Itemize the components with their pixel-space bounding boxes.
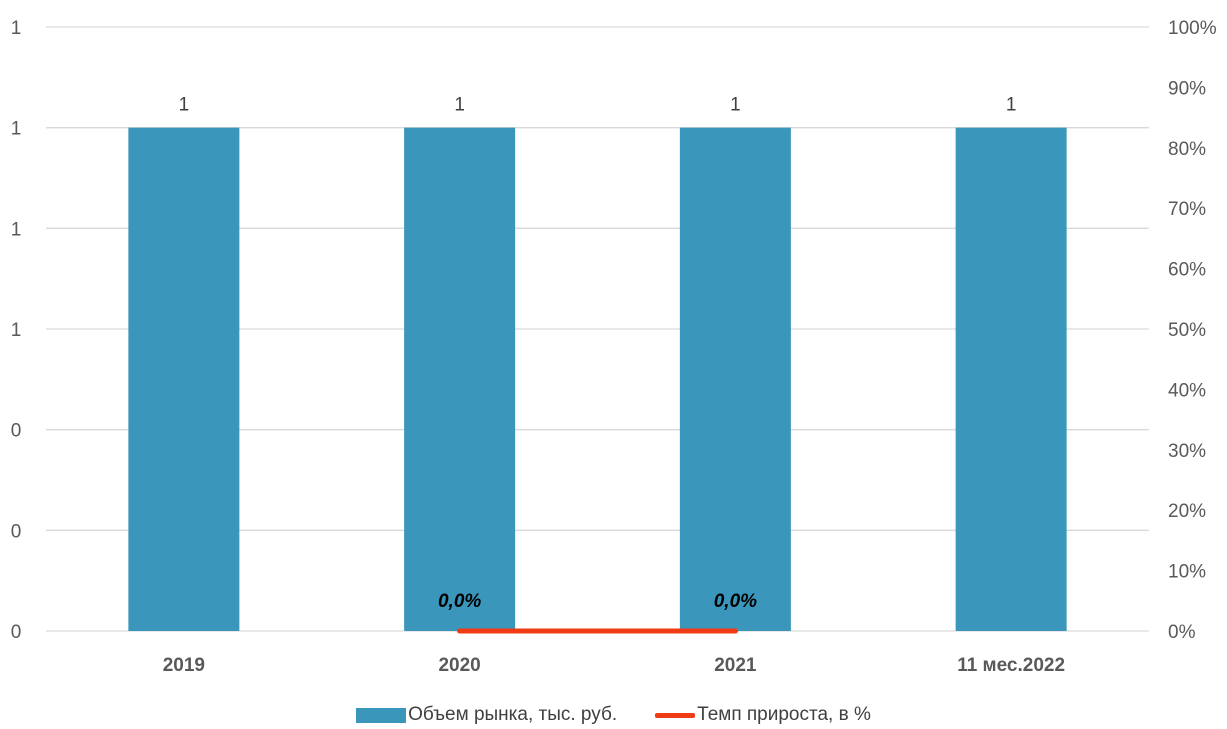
line-data-label: 0,0% [714, 591, 757, 612]
left-tick-label: 1 [11, 320, 22, 341]
bar [128, 127, 240, 632]
right-tick-label: 10% [1168, 562, 1206, 583]
legend-label-line: Темп прироста, в % [697, 704, 871, 725]
category-label: 2019 [163, 655, 205, 676]
bar [679, 127, 791, 632]
bar-data-label: 1 [454, 95, 465, 116]
right-tick-label: 0% [1168, 622, 1196, 643]
bar-data-labels: 1 1 1 1 [179, 95, 1017, 116]
line-point [457, 628, 463, 634]
legend-item-line: Темп прироста, в % [655, 704, 871, 726]
right-tick-label: 100% [1168, 18, 1217, 39]
chart: 0 0 0 1 1 1 1 0% 10% 20% 30% 40% 50% 60% 70% 80% 90% 100… [11, 18, 1217, 676]
category-label: 2021 [714, 655, 757, 676]
legend-swatch-bar [356, 707, 407, 723]
right-tick-label: 50% [1168, 320, 1206, 341]
left-tick-label: 0 [11, 521, 22, 542]
category-label: 11 мес.2022 [957, 655, 1065, 676]
right-tick-label: 60% [1168, 260, 1206, 281]
left-tick-label: 1 [11, 219, 22, 240]
legend-swatch-line [655, 712, 696, 718]
left-tick-label: 0 [11, 421, 22, 442]
x-axis: 2019 2020 2021 11 мес.2022 [163, 655, 1065, 676]
line-data-labels: 0,0% 0,0% [438, 591, 757, 612]
left-tick-label: 1 [11, 119, 22, 140]
bar-data-label: 1 [730, 95, 741, 116]
bar-series [128, 127, 1067, 632]
line-point [732, 628, 738, 634]
category-label: 2020 [438, 655, 480, 676]
line-data-label: 0,0% [438, 591, 481, 612]
bar [955, 127, 1067, 632]
bar-data-label: 1 [179, 95, 190, 116]
legend-label-bar: Объем рынка, тыс. руб. [408, 704, 618, 725]
bar [404, 127, 516, 632]
right-tick-label: 40% [1168, 380, 1206, 401]
right-axis: 0% 10% 20% 30% 40% 50% 60% 70% 80% 90% 100% [1168, 18, 1217, 643]
legend-item-bar: Объем рынка, тыс. руб. [356, 704, 617, 726]
left-axis: 0 0 0 1 1 1 1 [11, 18, 22, 643]
right-tick-label: 30% [1168, 441, 1206, 462]
right-tick-label: 70% [1168, 199, 1206, 220]
right-tick-label: 80% [1168, 139, 1206, 160]
legend: Объем рынка, тыс. руб. Темп прироста, в … [0, 704, 1227, 726]
left-tick-label: 1 [11, 18, 22, 39]
left-tick-label: 0 [11, 622, 22, 643]
right-tick-label: 20% [1168, 501, 1206, 522]
line-series [457, 628, 738, 634]
bar-data-label: 1 [1006, 95, 1017, 116]
right-tick-label: 90% [1168, 78, 1206, 99]
